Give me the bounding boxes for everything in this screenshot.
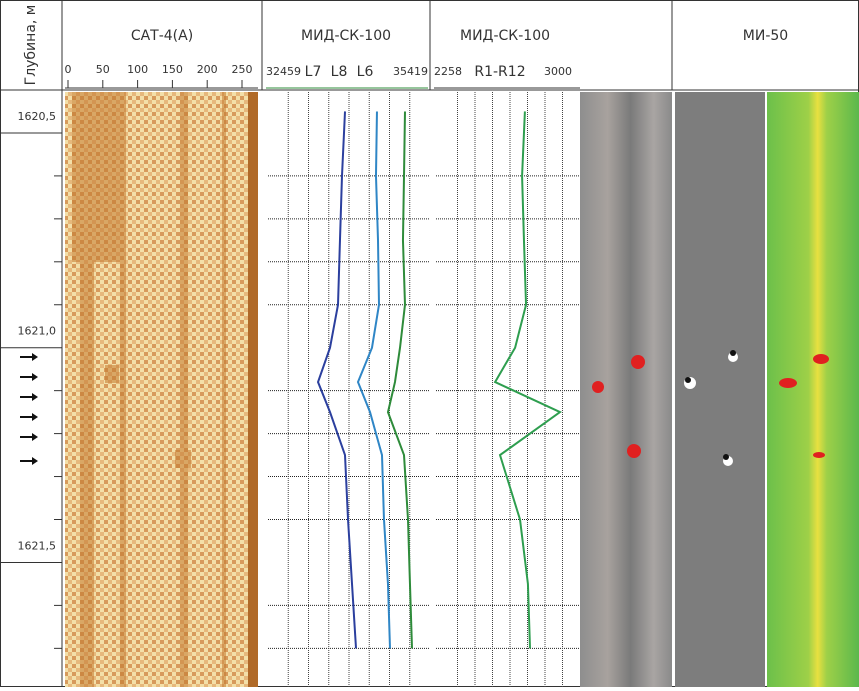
x-min-label: 32459 [266,65,301,78]
x-tick-label: 50 [96,63,110,76]
curve [358,111,390,648]
x-tick-label: 150 [162,63,183,76]
legend-entry: L8 [331,64,348,80]
cat-edge [248,92,258,687]
x-tick-label: 0 [65,63,72,76]
image-track [675,92,765,687]
x-tick-label: 100 [127,63,148,76]
curve [388,111,412,648]
x-max-label: 3000 [544,65,572,78]
depth-label: 1620,5 [18,110,57,123]
curve [318,111,356,648]
legend-entry: R1-R12 [474,64,525,80]
depth-label: 1621,0 [18,325,57,338]
track-title: МИД-СК-100 [460,28,550,44]
image-track [767,92,859,687]
well-log: Глубина, м 1620,5 1621,0 1621,5 САТ-4(А) 0 50… [0,0,859,687]
page: {"depth_axis":{"label":"Глубина, м","yli… [0,0,859,691]
x-tick-label: 200 [197,63,218,76]
track-title: МИД-СК-100 [301,28,391,44]
x-tick-label: 250 [232,63,253,76]
legend-entry: L6 [357,64,374,80]
depth-title: Глубина, м [23,5,39,86]
x-max-label: 35419 [393,65,428,78]
x-min-label: 2258 [434,65,462,78]
legend-entry: L7 [305,64,322,80]
depth-label: 1621,5 [18,539,57,552]
arrows [20,353,38,465]
track-title: МИ-50 [743,28,788,44]
track-title: САТ-4(А) [131,28,193,44]
